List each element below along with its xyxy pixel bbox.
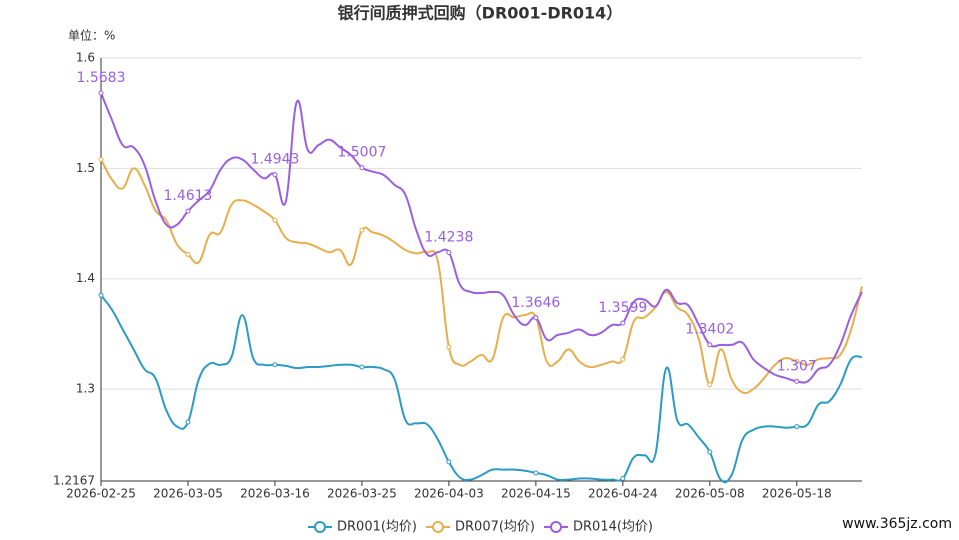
watermark: www.365jz.com	[842, 516, 952, 532]
point-marker	[185, 419, 191, 425]
point-marker	[272, 217, 278, 223]
y-tick-label: 1.3	[76, 382, 95, 396]
point-marker	[794, 378, 800, 384]
legend-icon	[550, 521, 562, 533]
point-marker	[533, 470, 539, 476]
point-marker	[98, 157, 104, 163]
point-marker	[98, 90, 104, 96]
series-line	[100, 92, 863, 384]
legend-icon	[314, 521, 326, 533]
y-tick-label: 1.2167	[53, 474, 95, 488]
point-marker	[359, 227, 365, 233]
x-tick-label: 2026-02-25	[66, 487, 136, 501]
point-marker	[446, 459, 452, 465]
value-label: 1.307	[777, 358, 817, 374]
point-marker	[272, 362, 278, 368]
legend-label: DR014(均价)	[573, 520, 653, 535]
x-tick-label: 2026-05-08	[675, 487, 745, 501]
y-tick-label: 1.6	[76, 51, 95, 65]
point-marker	[707, 449, 713, 455]
x-tick-label: 2026-03-16	[240, 487, 310, 501]
y-tick-label: 1.4	[76, 271, 95, 285]
point-marker	[707, 382, 713, 388]
point-marker	[185, 251, 191, 257]
point-marker	[620, 475, 626, 481]
point-marker	[794, 358, 800, 364]
chart-title: 银行间质押式回购（DR001-DR014）	[338, 4, 623, 23]
value-label: 1.3402	[685, 322, 734, 338]
value-label: 1.3646	[511, 295, 560, 311]
value-label: 1.4238	[424, 229, 473, 245]
x-tick-label: 2026-03-25	[327, 487, 397, 501]
value-label: 1.5683	[77, 70, 126, 86]
point-marker	[533, 315, 539, 321]
value-label: 1.4613	[163, 188, 212, 204]
y-tick-label: 1.5	[76, 161, 95, 175]
value-label: 1.5007	[337, 145, 386, 161]
point-marker	[446, 344, 452, 350]
x-tick-label: 2026-04-15	[501, 487, 571, 501]
value-label: 1.4943	[250, 152, 299, 168]
legend-label: DR007(均价)	[455, 520, 535, 535]
value-label: 1.3599	[598, 300, 647, 316]
point-marker	[707, 342, 713, 348]
point-marker	[620, 356, 626, 362]
point-marker	[359, 364, 365, 370]
point-marker	[359, 165, 365, 171]
series-line	[100, 294, 863, 484]
x-tick-label: 2026-04-24	[588, 487, 658, 501]
x-tick-label: 2026-04-03	[414, 487, 484, 501]
point-marker	[98, 292, 104, 298]
x-tick-label: 2026-03-05	[153, 487, 223, 501]
y-axis-label: 单位：%	[68, 28, 115, 43]
x-tick-label: 2026-05-18	[762, 487, 832, 501]
legend-label: DR001(均价)	[337, 520, 417, 535]
point-marker	[446, 249, 452, 255]
point-marker	[620, 320, 626, 326]
series-line	[100, 159, 863, 395]
legend-icon	[432, 521, 444, 533]
point-marker	[794, 424, 800, 430]
point-marker	[185, 208, 191, 214]
point-marker	[272, 172, 278, 178]
